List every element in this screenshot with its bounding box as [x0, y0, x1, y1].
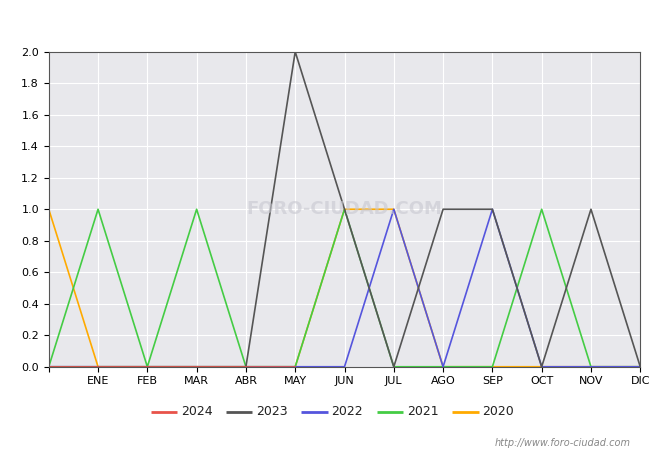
Text: 2022: 2022 [332, 405, 363, 418]
Text: 2021: 2021 [407, 405, 439, 418]
Text: Matriculaciones de Vehiculos en Palacios de Sanabria: Matriculaciones de Vehiculos en Palacios… [129, 11, 521, 26]
Text: 2020: 2020 [482, 405, 514, 418]
Text: FORO-CIUDAD.COM: FORO-CIUDAD.COM [246, 200, 443, 218]
Text: 2023: 2023 [256, 405, 288, 418]
Text: 2024: 2024 [181, 405, 213, 418]
Text: http://www.foro-ciudad.com: http://www.foro-ciudad.com [495, 438, 630, 448]
